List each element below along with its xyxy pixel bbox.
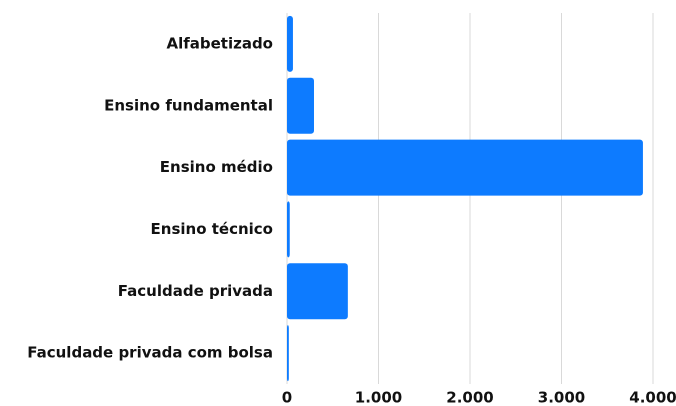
bar	[287, 201, 290, 258]
y-tick-label: Ensino técnico	[151, 220, 273, 238]
y-tick-label: Ensino fundamental	[104, 96, 273, 114]
bar	[287, 77, 314, 134]
bar	[287, 325, 289, 382]
bar	[287, 263, 348, 320]
y-tick-label: Alfabetizado	[166, 34, 273, 52]
bar	[287, 139, 643, 196]
x-tick-label: 3.000	[538, 389, 585, 406]
x-tick-label: 2.000	[446, 389, 493, 406]
y-tick-label: Faculdade privada com bolsa	[27, 344, 273, 362]
x-tick-label: 1.000	[355, 389, 402, 406]
x-tick-label: 4.000	[629, 389, 676, 406]
y-tick-label: Faculdade privada	[118, 282, 273, 300]
y-tick-label: Ensino médio	[160, 158, 273, 176]
x-tick-label: 0	[282, 389, 292, 406]
bar	[287, 15, 293, 72]
